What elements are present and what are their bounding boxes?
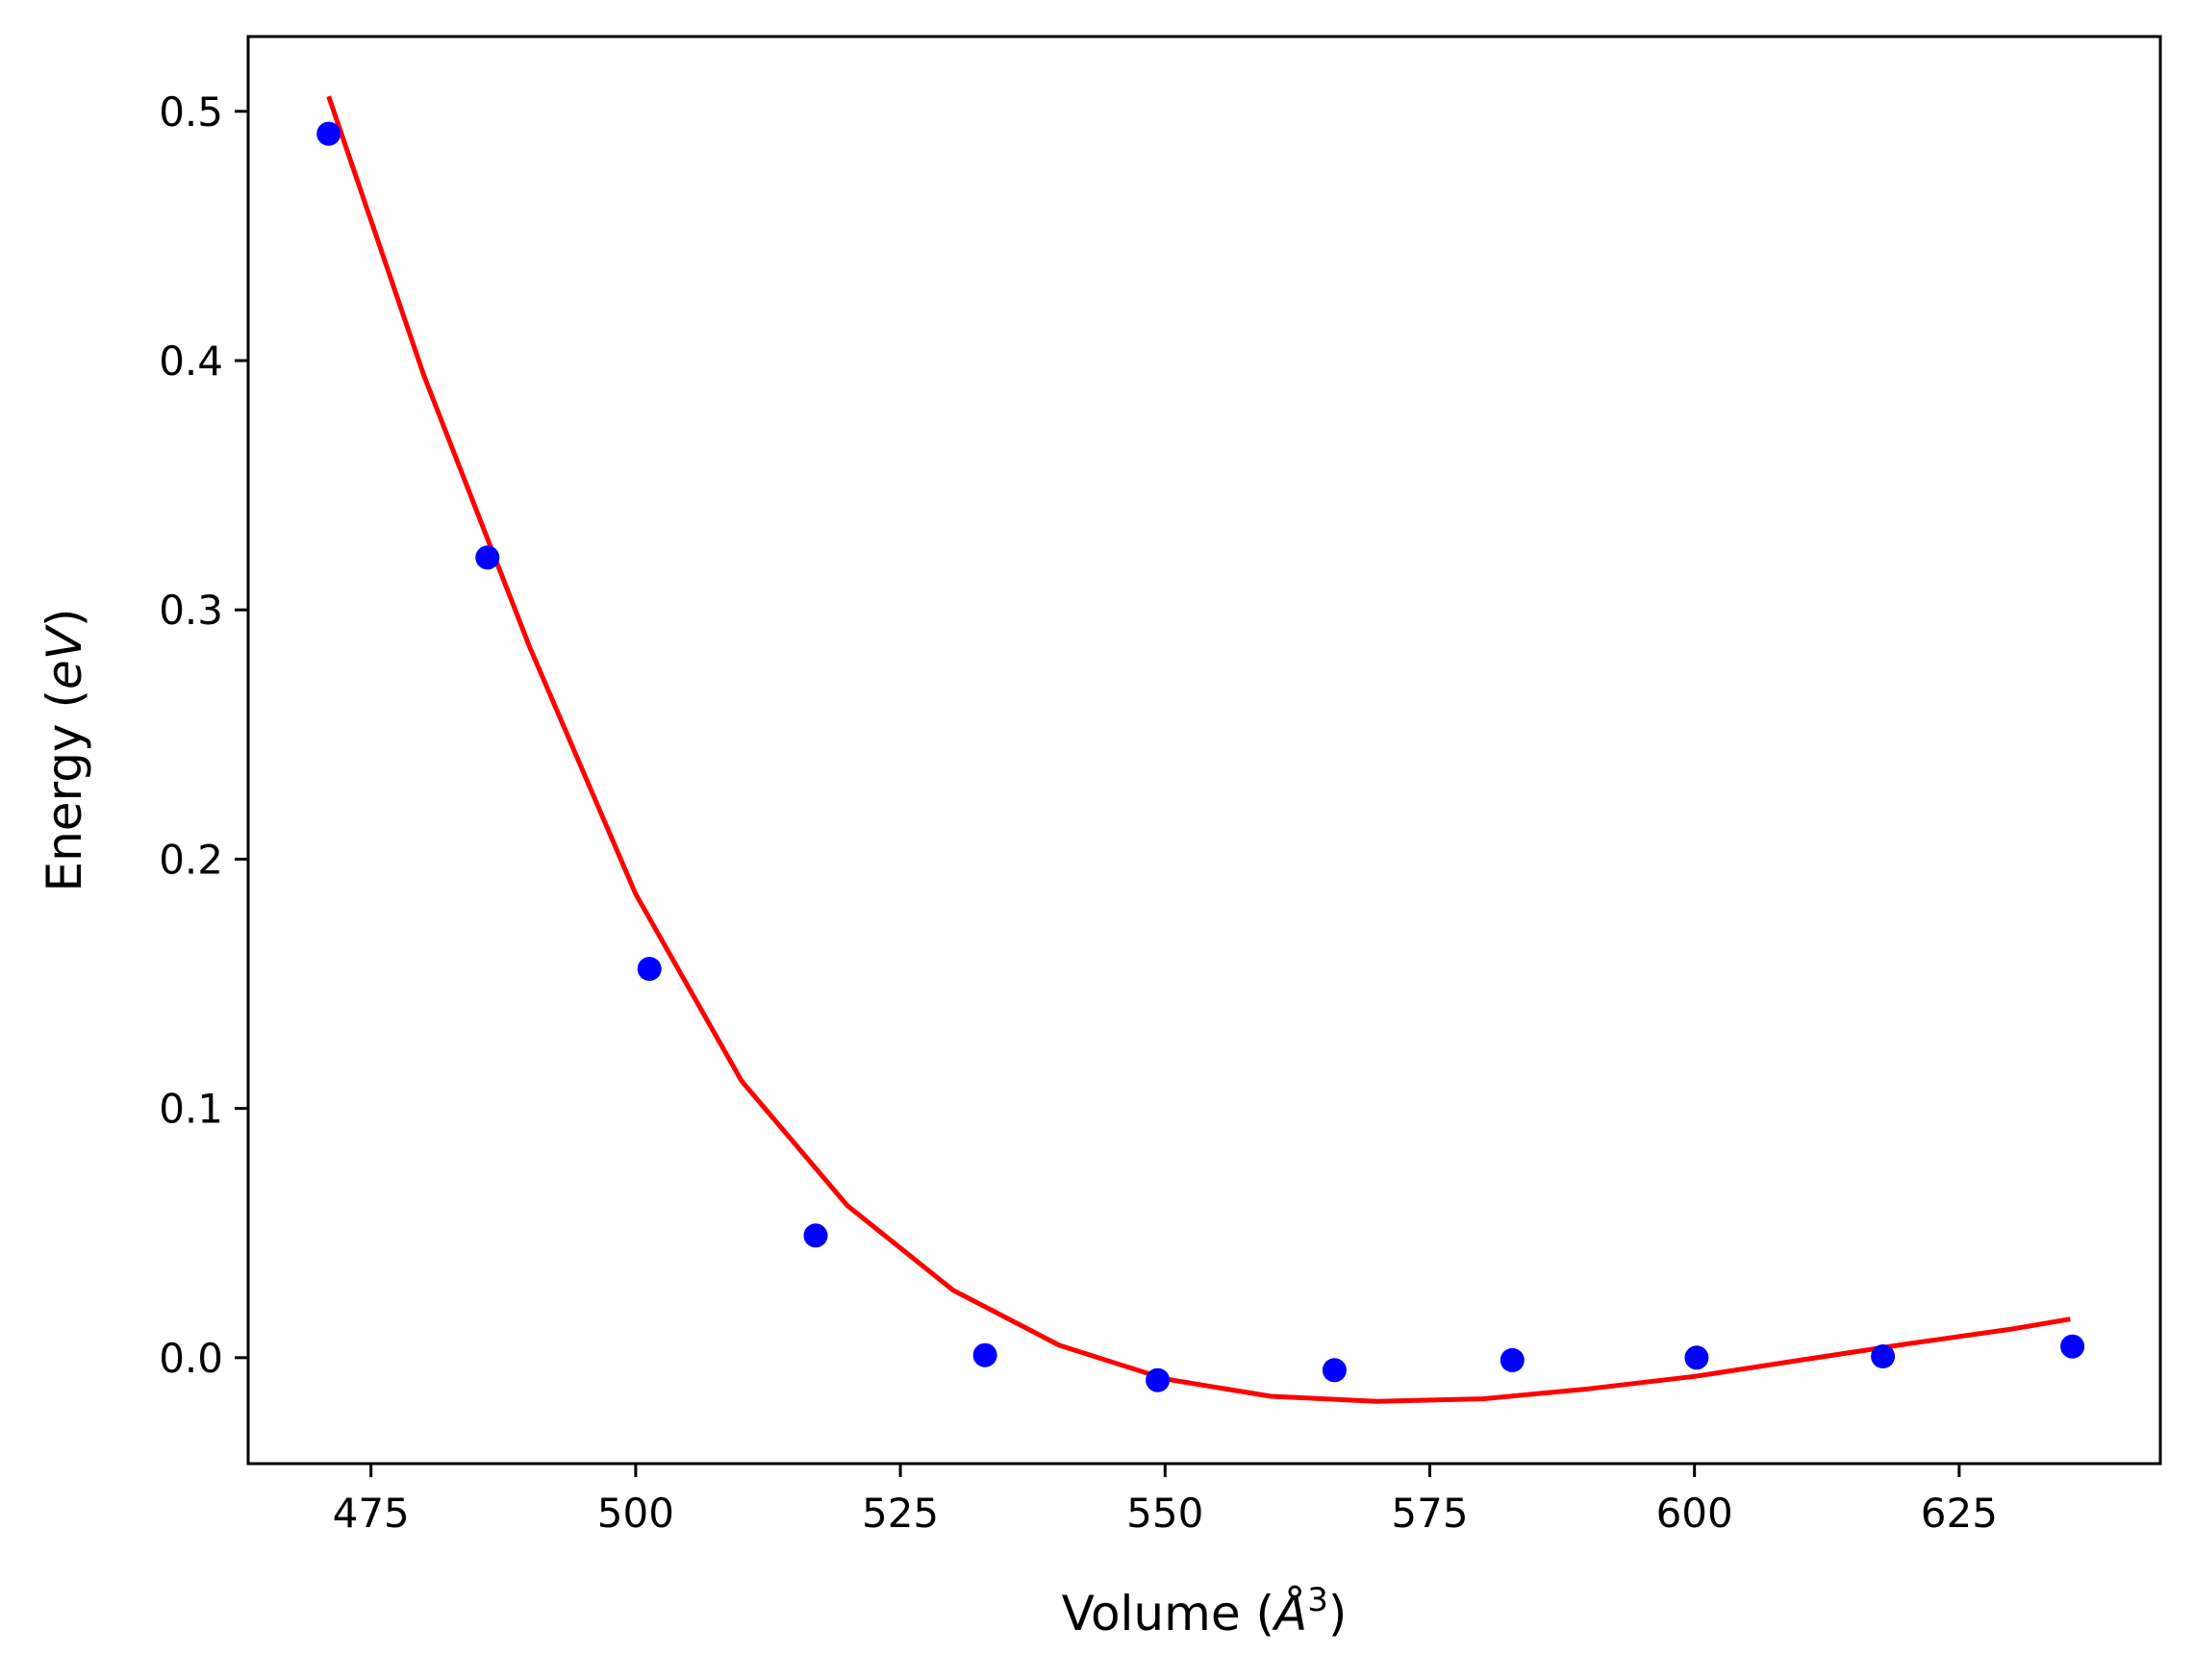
x-tick-label: 625 [1921,1490,1998,1537]
data-point [803,1223,828,1248]
data-point [1871,1344,1896,1368]
x-axis-label-unit-exponent: 3 [1307,1581,1328,1619]
axes-frame [246,35,2162,1466]
y-axis: 0.0 0.1 0.2 0.3 0.4 0.5 [159,88,248,1382]
x-tick-label: 575 [1391,1490,1468,1537]
data-point [1146,1367,1171,1392]
data-point [2060,1334,2085,1359]
x-axis-label-text: Volume [1062,1586,1241,1642]
x-axis-label-unit: Å [1272,1586,1307,1642]
y-tick-label: 0.0 [159,1335,223,1382]
y-axis-label: Energy (eV) [37,609,92,892]
data-point [316,121,341,146]
y-axis-label-unit: eV [37,623,92,690]
data-point [1322,1358,1347,1383]
plot-area [316,95,2085,1404]
y-tick-label: 0.1 [159,1086,223,1133]
x-axis-label: Volume (Å3) [1062,1581,1348,1642]
x-tick-label: 550 [1126,1490,1203,1537]
x-tick-label: 600 [1656,1490,1733,1537]
data-point [972,1342,997,1367]
y-tick-label: 0.3 [159,587,223,634]
x-axis: 475 500 525 550 575 600 625 [333,1464,1998,1537]
x-tick-label: 500 [597,1490,674,1537]
y-tick-label: 0.4 [159,338,223,385]
data-point [475,545,500,570]
y-axis-label-text: Energy [37,723,92,891]
data-point [1500,1347,1525,1372]
x-tick-label: 525 [862,1490,939,1537]
data-point [1684,1345,1709,1370]
x-tick-label: 475 [333,1490,410,1537]
y-tick-label: 0.5 [159,88,223,136]
fit-curve-line [326,95,2071,1404]
y-tick-label: 0.2 [159,836,223,883]
data-point [637,957,662,981]
